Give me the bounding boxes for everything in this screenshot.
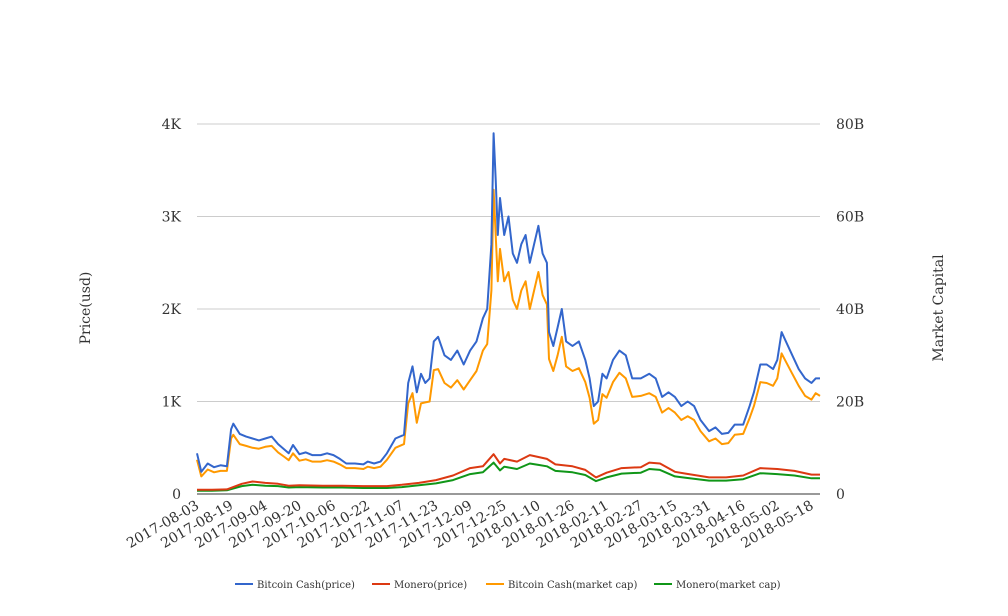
y-tick-label-left: 1K: [162, 395, 182, 411]
legend-item: Monero(market cap): [654, 580, 781, 591]
legend-item: Monero(price): [372, 580, 467, 591]
legend-label: Bitcoin Cash(price): [257, 580, 355, 591]
left-axis-title: Price(usd): [78, 272, 94, 345]
x-axis: 2017-08-032017-08-192017-09-042017-09-20…: [124, 498, 816, 552]
legend-item: Bitcoin Cash(market cap): [486, 580, 637, 591]
y-tick-label-right: 20B: [836, 395, 864, 411]
left-y-axis: 0 1K 2K 3K 4K: [162, 117, 182, 503]
legend-label: Bitcoin Cash(market cap): [508, 580, 637, 591]
legend-label: Monero(market cap): [676, 580, 781, 591]
y-tick-label-left: 2K: [162, 302, 182, 318]
series-line-monero-market-cap: [197, 461, 820, 492]
legend: Bitcoin Cash(price) Monero(price) Bitcoin …: [235, 580, 781, 591]
legend-item: Bitcoin Cash(price): [235, 580, 355, 591]
y-tick-label-right: 40B: [836, 302, 864, 318]
legend-label: Monero(price): [394, 580, 467, 591]
series-lines: [196, 132, 821, 492]
series-line-monero-price: [197, 453, 820, 491]
y-tick-label-right: 0: [836, 487, 845, 503]
right-axis-title: Market Capital: [931, 254, 947, 362]
y-tick-label-right: 60B: [836, 210, 864, 226]
gridlines: [197, 123, 820, 495]
y-tick-label-left: 4K: [162, 117, 182, 133]
y-tick-label-right: 80B: [836, 117, 864, 133]
series-line-bitcoin-cash-market-cap: [196, 188, 821, 478]
series-line-bitcoin-cash-price: [196, 132, 820, 473]
right-y-axis: 0 20B 40B 60B 80B: [836, 117, 864, 503]
y-tick-label-left: 3K: [162, 210, 182, 226]
y-tick-label-left: 0: [172, 487, 181, 503]
